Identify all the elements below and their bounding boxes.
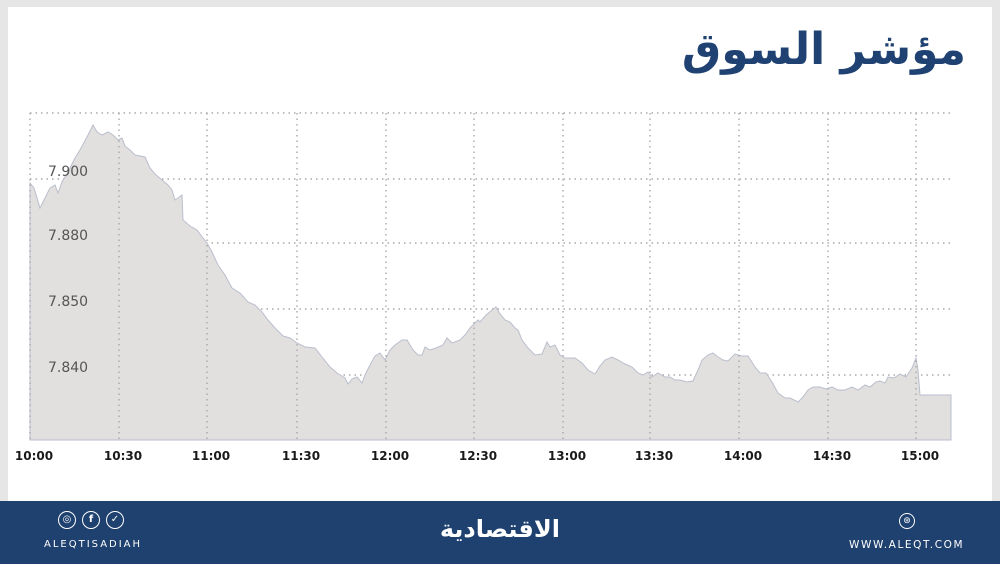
x-tick-label: 11:30 [282, 449, 320, 463]
area-chart: 7.900 7.880 7.850 7.840 10:00 10:30 11:00 11:3… [15, 112, 952, 463]
x-tick-label: 14:30 [813, 449, 851, 463]
web-icon: ⊛ [899, 513, 915, 529]
x-tick-label: 11:00 [192, 449, 230, 463]
y-tick-label: 7.880 [48, 228, 88, 244]
social-links: ◎ f ✓ [58, 511, 124, 529]
brand-logo: الاقتصادية [439, 515, 560, 543]
facebook-icon[interactable]: f [82, 511, 100, 529]
x-tick-label: 15:00 [901, 449, 939, 463]
x-tick-label: 12:00 [371, 449, 409, 463]
x-tick-label: 12:30 [459, 449, 497, 463]
y-axis-labels: 7.900 7.880 7.850 7.840 [48, 164, 88, 376]
y-tick-label: 7.840 [48, 360, 88, 376]
x-tick-label: 10:30 [104, 449, 142, 463]
social-handle: ALEQTISADIAH [44, 539, 143, 550]
footer-bar: ◎ f ✓ ALEQTISADIAH الاقتصادية ⊛ WWW.ALEQ… [0, 501, 1000, 564]
x-tick-label: 14:00 [724, 449, 762, 463]
x-axis-labels: 10:00 10:30 11:00 11:30 12:00 12:30 13:00 13:30… [15, 449, 939, 463]
y-tick-label: 7.850 [48, 294, 88, 310]
y-tick-label: 7.900 [48, 164, 88, 180]
instagram-icon[interactable]: ◎ [58, 511, 76, 529]
x-tick-label: 10:00 [15, 449, 53, 463]
index-area-series [29, 123, 952, 441]
x-tick-label: 13:30 [635, 449, 673, 463]
chart-title: مؤشر السوق [681, 24, 966, 75]
twitter-icon[interactable]: ✓ [106, 511, 124, 529]
x-tick-label: 13:00 [548, 449, 586, 463]
website-link[interactable]: WWW.ALEQT.COM [849, 539, 965, 551]
